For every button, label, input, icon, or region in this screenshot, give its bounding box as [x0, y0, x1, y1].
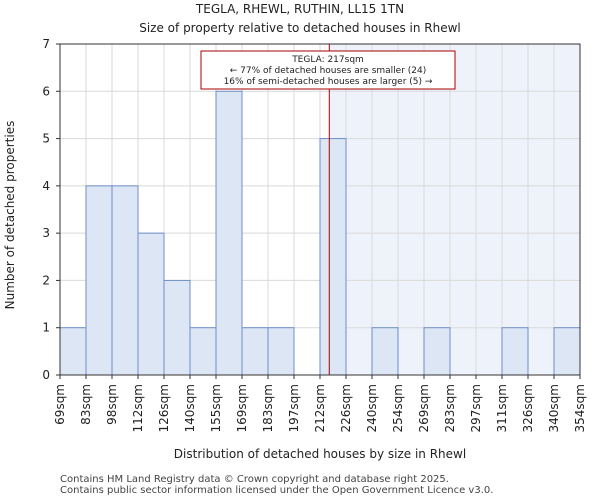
- x-tick-label: 240sqm: [365, 384, 379, 432]
- x-tick-label: 126sqm: [157, 384, 171, 432]
- bar: [241, 327, 269, 376]
- x-tick-label: 254sqm: [391, 384, 405, 432]
- highlight-region: [329, 44, 580, 375]
- bar: [215, 90, 243, 376]
- y-tick-label: 1: [42, 321, 50, 335]
- annotation-line-2: ← 77% of detached houses are smaller (24…: [230, 66, 427, 76]
- x-tick-label: 269sqm: [417, 384, 431, 432]
- x-axis-ticks: 69sqm 83sqm 98sqm 112sqm 126sqm 140sqm 155sqm 1…: [53, 375, 587, 432]
- y-axis-label: Number of detached properties: [3, 121, 17, 310]
- x-tick-label: 169sqm: [235, 384, 249, 432]
- bars: [59, 90, 581, 376]
- x-tick-label: 226sqm: [339, 384, 353, 432]
- chart-subtitle: Size of property relative to detached ho…: [139, 21, 461, 35]
- y-tick-label: 0: [42, 368, 50, 382]
- bar: [319, 138, 347, 376]
- bar: [59, 327, 87, 376]
- x-tick-label: 197sqm: [287, 384, 301, 432]
- footer-line-2: Contains public sector information licen…: [60, 485, 494, 496]
- bar: [553, 327, 581, 376]
- bar: [267, 327, 295, 376]
- x-tick-label: 98sqm: [105, 384, 119, 425]
- y-tick-label: 7: [42, 37, 50, 51]
- bar: [501, 327, 529, 376]
- bar: [371, 327, 399, 376]
- y-tick-label: 4: [42, 179, 50, 193]
- bar: [111, 185, 139, 376]
- y-axis-ticks: 0 1 2 3 4 5 6 7: [42, 37, 60, 382]
- bar: [137, 232, 165, 376]
- x-axis-label: Distribution of detached houses by size …: [174, 447, 466, 461]
- x-tick-label: 283sqm: [443, 384, 457, 432]
- x-tick-label: 140sqm: [183, 384, 197, 432]
- x-tick-label: 354sqm: [573, 384, 587, 432]
- y-tick-label: 6: [42, 84, 50, 98]
- x-tick-label: 69sqm: [53, 384, 67, 425]
- x-tick-label: 340sqm: [547, 384, 561, 432]
- bar: [163, 279, 191, 376]
- bar: [423, 327, 451, 376]
- x-tick-label: 112sqm: [131, 384, 145, 432]
- chart-title: TEGLA, RHEWL, RUTHIN, LL15 1TN: [195, 2, 404, 16]
- annotation-box: TEGLA: 217sqm ← 77% of detached houses a…: [200, 50, 456, 90]
- y-tick-label: 2: [42, 273, 50, 287]
- bar: [85, 185, 113, 376]
- x-tick-label: 311sqm: [495, 384, 509, 432]
- x-tick-label: 297sqm: [469, 384, 483, 432]
- x-tick-label: 212sqm: [313, 384, 327, 432]
- x-tick-label: 326sqm: [521, 384, 535, 432]
- x-tick-label: 83sqm: [79, 384, 93, 425]
- x-tick-label: 183sqm: [261, 384, 275, 432]
- annotation-line-1: TEGLA: 217sqm: [291, 55, 364, 65]
- footer-line-1: Contains HM Land Registry data © Crown c…: [60, 474, 449, 485]
- x-tick-label: 155sqm: [209, 384, 223, 432]
- annotation-line-3: 16% of semi-detached houses are larger (…: [224, 77, 433, 87]
- bar: [189, 327, 217, 376]
- y-tick-label: 3: [42, 226, 50, 240]
- y-tick-label: 5: [42, 132, 50, 146]
